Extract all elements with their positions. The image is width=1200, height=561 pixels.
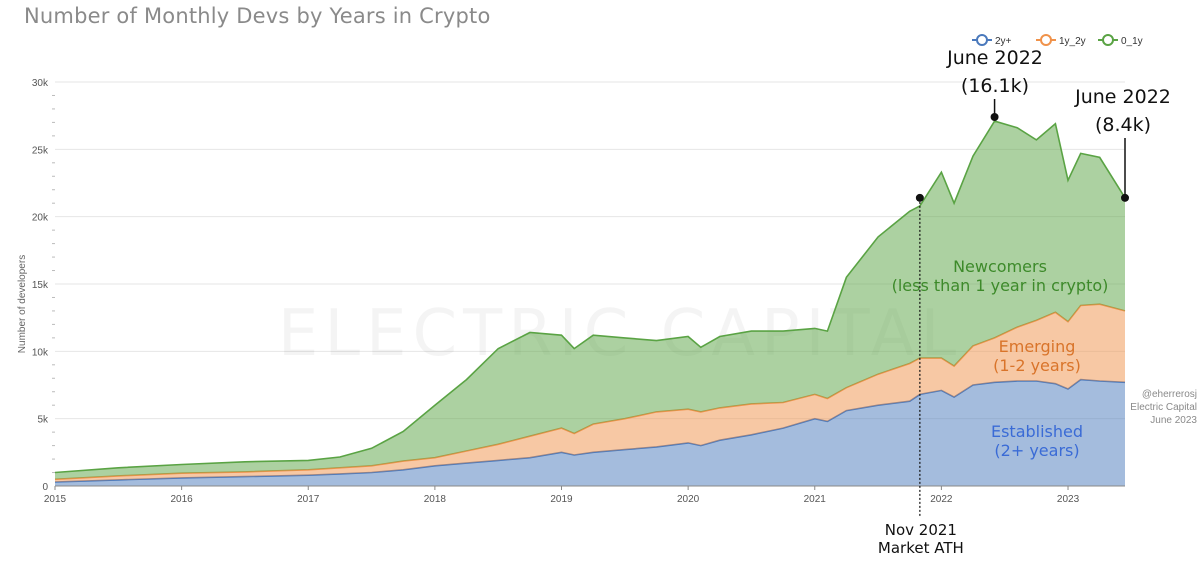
x-tick-label: 2018 — [424, 494, 447, 505]
annotation-latest-label: June 2022 — [1074, 86, 1171, 108]
region-label-newcomers: Newcomers — [953, 257, 1047, 276]
chart-title: Number of Monthly Devs by Years in Crypt… — [24, 4, 491, 28]
x-tick-label: 2020 — [677, 494, 700, 505]
series-area-1y_2y — [55, 304, 1125, 482]
y-tick-label: 5k — [37, 415, 49, 426]
annotation-ath-marker — [915, 193, 924, 202]
x-tick-label: 2022 — [930, 494, 953, 505]
annotation-latest-value: (8.4k) — [1095, 114, 1151, 136]
legend-label: 1y_2y — [1059, 36, 1086, 47]
annotation-ath-sublabel: Market ATH — [878, 539, 964, 557]
x-tick-label: 2019 — [550, 494, 573, 505]
annotation-peak-value: (16.1k) — [961, 75, 1029, 97]
y-tick-label: 10k — [32, 347, 49, 358]
y-axis-label: Number of developers — [17, 255, 28, 353]
y-tick-label: 15k — [32, 280, 49, 291]
region-label-established: Established — [991, 422, 1083, 441]
legend-swatch-marker — [976, 34, 988, 46]
region-label-emerging-sub: (1-2 years) — [993, 356, 1081, 375]
y-tick-label: 25k — [32, 145, 49, 156]
annotation-peak-label: June 2022 — [946, 47, 1043, 69]
series-area-0_1y — [55, 121, 1125, 480]
credit-line: @eherrerosj — [1142, 389, 1197, 400]
legend-swatch-marker — [1102, 34, 1114, 46]
region-label-newcomers-sub: (less than 1 year in crypto) — [892, 276, 1109, 295]
y-tick-label: 0 — [42, 482, 48, 493]
annotation-ath-label: Nov 2021 — [885, 521, 957, 539]
x-tick-label: 2016 — [171, 494, 194, 505]
legend-label: 0_1y — [1121, 36, 1143, 47]
series-area-2y+ — [55, 379, 1125, 486]
legend-swatch-marker — [1040, 34, 1052, 46]
series-line-0_1y — [54, 120, 1126, 474]
legend-label: 2y+ — [995, 36, 1012, 47]
x-tick-label: 2017 — [297, 494, 320, 505]
region-label-established-sub: (2+ years) — [994, 441, 1079, 460]
x-tick-label: 2015 — [44, 494, 67, 505]
x-tick-label: 2023 — [1057, 494, 1080, 505]
region-label-emerging: Emerging — [999, 337, 1076, 356]
y-tick-label: 30k — [32, 78, 49, 89]
annotation-latest-marker — [1121, 193, 1129, 202]
credit-line: Electric Capital — [1130, 402, 1197, 413]
x-tick-label: 2021 — [804, 494, 827, 505]
y-tick-label: 20k — [32, 213, 49, 224]
credit-line: June 2023 — [1150, 415, 1197, 426]
annotation-peak-marker — [990, 113, 999, 122]
